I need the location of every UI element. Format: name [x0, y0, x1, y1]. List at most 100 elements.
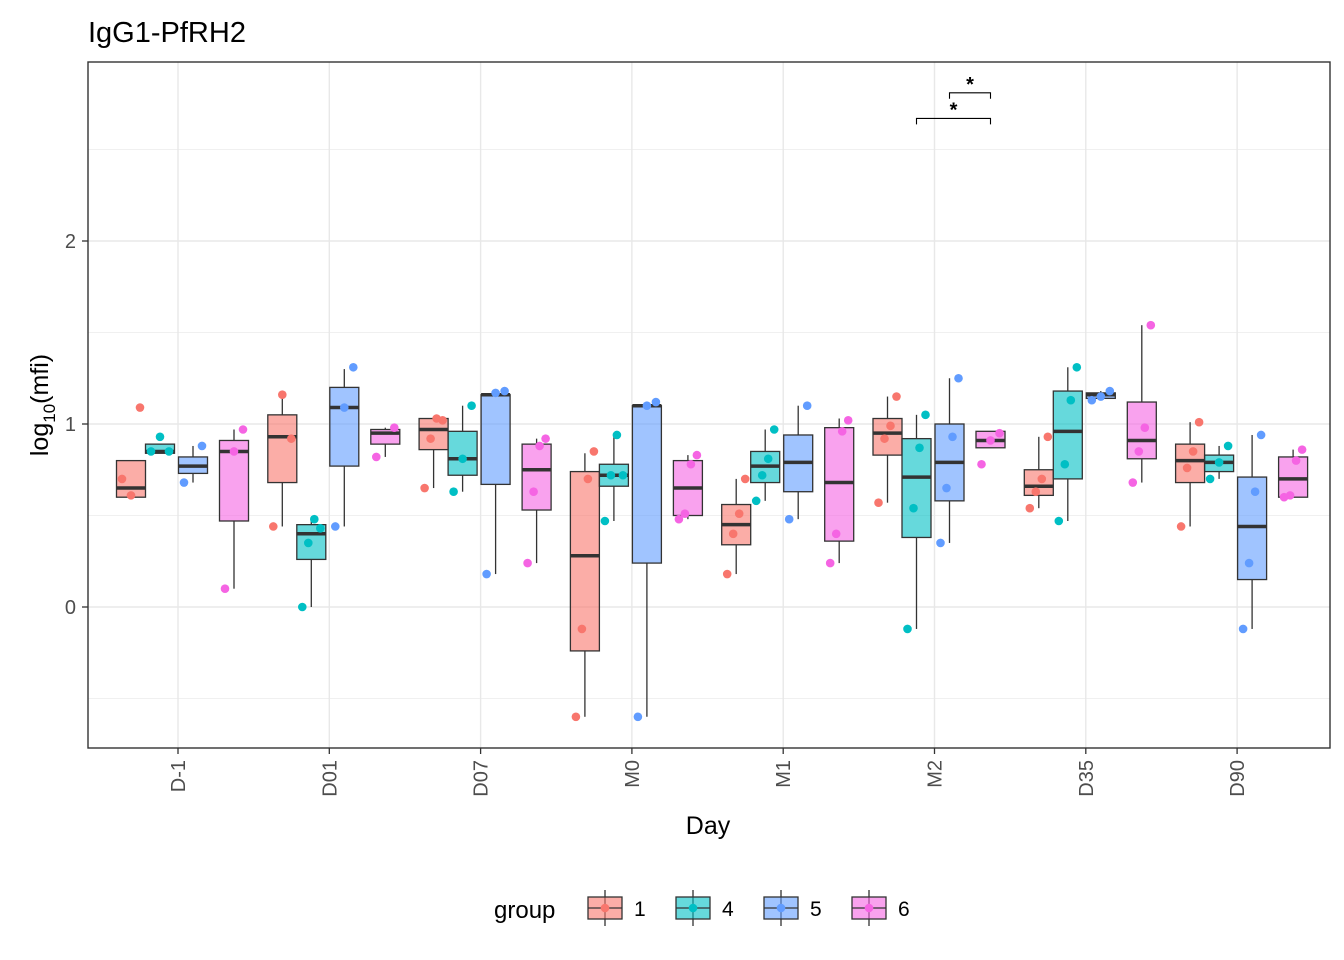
box-M0-group-6 — [672, 450, 704, 524]
data-point — [740, 474, 750, 484]
x-tick-label: M2 — [925, 760, 947, 788]
data-point — [583, 474, 593, 484]
box-D01-group-6 — [370, 423, 401, 462]
data-point — [340, 403, 349, 412]
legend-label: 1 — [634, 898, 646, 921]
box-D-1-group-4 — [144, 432, 176, 456]
data-point — [633, 712, 643, 722]
legend-item-group-4: 4 — [675, 890, 734, 926]
x-tick-label: M0 — [622, 760, 644, 788]
y-axis-title-sub: 10 — [40, 404, 59, 423]
legend-title: group — [494, 897, 555, 924]
data-point — [1182, 463, 1192, 473]
x-tick-label: M1 — [773, 760, 795, 788]
data-point — [1054, 516, 1064, 526]
legend: group 1 4 5 6 — [494, 890, 910, 926]
box-D-1-group-1 — [115, 403, 147, 500]
x-tick-label: D-1 — [168, 760, 190, 792]
data-point — [886, 421, 895, 431]
y-tick-label: 0 — [65, 597, 76, 619]
legend-key-point — [600, 903, 610, 913]
box-M1-group-5 — [783, 401, 814, 524]
data-point — [117, 474, 127, 484]
data-point — [1087, 395, 1097, 405]
box — [824, 427, 855, 542]
data-point — [892, 392, 901, 401]
significance-label: * — [966, 74, 974, 96]
legend-item-group-6: 6 — [851, 890, 910, 926]
data-point — [449, 487, 458, 497]
data-point — [1285, 491, 1295, 500]
data-point — [1066, 395, 1076, 405]
data-point — [1096, 392, 1106, 401]
data-point — [298, 602, 307, 612]
data-point — [843, 416, 853, 425]
data-point — [1060, 459, 1070, 469]
chart-title: IgG1-PfRH2 — [88, 17, 246, 49]
box-D90-group-4 — [1203, 441, 1235, 484]
data-point — [500, 386, 509, 396]
data-point — [390, 423, 399, 432]
data-point — [618, 470, 628, 480]
panel-background — [88, 62, 1330, 748]
data-point — [1256, 430, 1266, 440]
plot-panel: ** — [87, 61, 1331, 749]
data-point — [986, 436, 995, 445]
data-point — [529, 487, 538, 497]
box-D90-group-5 — [1236, 430, 1268, 634]
data-point — [571, 712, 581, 722]
data-point — [238, 425, 248, 434]
data-point — [642, 401, 652, 411]
data-point — [1043, 432, 1053, 442]
y-axis-title: log10(mfi) — [26, 354, 59, 456]
data-point — [874, 498, 883, 507]
data-point — [722, 569, 732, 579]
box-D07-group-4 — [447, 401, 478, 497]
bracket-line — [948, 92, 992, 99]
box — [218, 439, 250, 522]
data-point — [1031, 487, 1041, 497]
data-point — [831, 529, 841, 539]
data-point — [921, 410, 930, 420]
data-point — [1072, 362, 1082, 372]
box-M0-group-4 — [598, 430, 630, 526]
data-point — [751, 496, 761, 506]
data-point — [606, 470, 616, 480]
data-point — [837, 427, 847, 436]
data-point — [1134, 447, 1144, 456]
box-D07-group-1 — [418, 414, 449, 493]
data-point — [1037, 474, 1047, 484]
data-point — [269, 522, 278, 531]
data-point — [728, 529, 738, 539]
box-D01-group-5 — [329, 362, 360, 531]
data-point — [179, 478, 189, 487]
box-M0-group-1 — [569, 447, 601, 722]
data-point — [909, 503, 918, 513]
data-point — [903, 624, 912, 634]
data-point — [589, 447, 599, 456]
data-point — [757, 470, 767, 480]
significance-bracket: * — [948, 74, 992, 99]
box — [569, 470, 601, 652]
data-point — [1250, 487, 1260, 497]
data-point — [278, 390, 287, 400]
box-D35-group-1 — [1023, 432, 1054, 513]
data-point — [1194, 417, 1204, 427]
data-point — [426, 434, 435, 443]
data-point — [686, 459, 696, 469]
data-point — [126, 491, 136, 500]
panel-border — [87, 61, 1331, 749]
data-point — [1146, 320, 1156, 330]
data-point — [600, 516, 610, 526]
box-D01-group-1 — [267, 390, 298, 531]
data-point — [1238, 624, 1248, 634]
data-point — [135, 403, 145, 412]
data-point — [304, 538, 313, 548]
box-M0-group-5 — [631, 397, 663, 722]
box — [631, 405, 663, 564]
data-point — [164, 447, 174, 456]
y-axis-title-rest: (mfi) — [26, 354, 54, 404]
box-M2-group-1 — [872, 392, 903, 507]
data-point — [220, 584, 230, 593]
